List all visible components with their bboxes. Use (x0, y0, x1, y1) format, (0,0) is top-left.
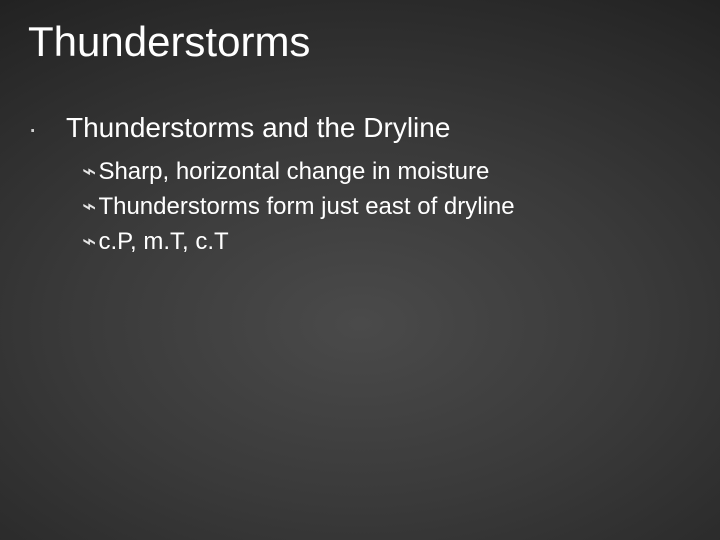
bullet-dot-icon: · (28, 110, 66, 146)
list-item-text: Sharp, horizontal change in moisture (98, 156, 489, 187)
slide-body: · Thunderstorms and the Dryline ⌁ Sharp,… (28, 110, 680, 261)
sub-bullet-icon: ⌁ (82, 226, 96, 257)
sub-list: ⌁ Sharp, horizontal change in moisture ⌁… (82, 156, 680, 258)
sub-bullet-icon: ⌁ (82, 156, 96, 187)
list-item: ⌁ Sharp, horizontal change in moisture (82, 156, 680, 187)
slide: Thunderstorms · Thunderstorms and the Dr… (0, 0, 720, 540)
list-item-text: Thunderstorms form just east of dryline (98, 191, 514, 222)
sub-bullet-icon: ⌁ (82, 191, 96, 222)
list-item-text: c.P, m.T, c.T (98, 226, 228, 257)
list-item: · Thunderstorms and the Dryline (28, 110, 680, 146)
list-item: ⌁ Thunderstorms form just east of drylin… (82, 191, 680, 222)
list-item: ⌁ c.P, m.T, c.T (82, 226, 680, 257)
list-item-text: Thunderstorms and the Dryline (66, 110, 450, 145)
slide-title: Thunderstorms (28, 18, 310, 66)
